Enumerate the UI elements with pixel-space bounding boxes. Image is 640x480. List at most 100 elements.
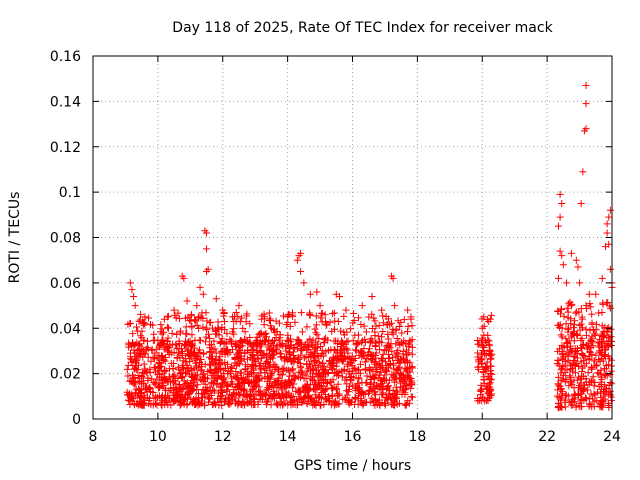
data-point	[218, 348, 226, 356]
data-point	[554, 386, 562, 394]
data-point	[392, 369, 400, 377]
data-point	[383, 346, 391, 354]
data-point	[487, 386, 495, 394]
data-point	[343, 328, 351, 336]
data-point	[296, 388, 304, 396]
data-point	[256, 343, 264, 351]
data-point	[300, 354, 308, 362]
data-point	[222, 395, 230, 403]
grid-lines	[93, 56, 612, 419]
data-point	[368, 310, 376, 318]
data-point	[557, 305, 565, 313]
data-point	[302, 375, 310, 383]
data-point	[187, 311, 195, 319]
data-point	[141, 313, 149, 321]
data-point	[336, 292, 344, 300]
data-point	[125, 343, 133, 351]
data-point	[261, 390, 269, 398]
data-point	[314, 340, 322, 348]
data-point	[598, 398, 606, 406]
data-point	[163, 392, 171, 400]
data-point	[384, 330, 392, 338]
data-point	[343, 380, 351, 388]
data-point	[236, 391, 244, 399]
data-point	[235, 382, 243, 390]
data-point	[156, 370, 164, 378]
data-point	[184, 313, 192, 321]
data-point	[202, 338, 210, 346]
data-point	[135, 317, 143, 325]
data-point	[243, 312, 251, 320]
data-point	[241, 393, 249, 401]
data-point	[208, 324, 216, 332]
data-point	[474, 349, 482, 357]
data-point	[141, 320, 149, 328]
data-point	[565, 324, 573, 332]
data-point	[227, 338, 235, 346]
data-point	[568, 397, 576, 405]
data-point	[384, 335, 392, 343]
data-point	[191, 316, 199, 324]
data-point	[282, 388, 290, 396]
data-point	[297, 268, 305, 276]
data-point	[316, 393, 324, 401]
data-point	[561, 396, 569, 404]
data-point	[362, 328, 370, 336]
data-point	[230, 389, 238, 397]
data-point	[284, 356, 292, 364]
data-point	[314, 363, 322, 371]
data-point	[199, 370, 207, 378]
data-point	[375, 398, 383, 406]
data-point	[290, 371, 298, 379]
data-point	[207, 341, 215, 349]
data-point	[316, 302, 324, 310]
data-point	[201, 386, 209, 394]
data-point	[255, 387, 263, 395]
data-point	[160, 382, 168, 390]
data-point	[352, 369, 360, 377]
data-point	[180, 357, 188, 365]
data-point	[197, 363, 205, 371]
data-point	[149, 401, 157, 409]
data-point	[196, 283, 204, 291]
data-point	[207, 348, 215, 356]
data-point	[268, 382, 276, 390]
data-point	[188, 385, 196, 393]
data-point	[474, 397, 482, 405]
data-point	[274, 365, 282, 373]
data-point	[359, 337, 367, 345]
data-point	[476, 386, 484, 394]
data-point	[580, 357, 588, 365]
data-point	[241, 349, 249, 357]
data-point	[193, 355, 201, 363]
data-point	[308, 396, 316, 404]
data-point	[276, 341, 284, 349]
data-point	[393, 400, 401, 408]
data-point	[137, 390, 145, 398]
data-point	[554, 222, 562, 230]
data-point	[379, 319, 387, 327]
data-point	[261, 330, 269, 338]
data-point	[371, 391, 379, 399]
x-tick-label: 16	[344, 429, 362, 445]
data-point	[399, 387, 407, 395]
data-point	[182, 341, 190, 349]
data-point	[286, 394, 294, 402]
data-point	[402, 346, 410, 354]
data-point	[487, 354, 495, 362]
data-point	[313, 288, 321, 296]
data-point	[372, 339, 380, 347]
data-point	[337, 327, 345, 335]
data-point	[556, 247, 564, 255]
data-point	[384, 315, 392, 323]
x-tick-label: 12	[214, 429, 232, 445]
data-point	[146, 383, 154, 391]
data-point	[374, 332, 382, 340]
data-point	[203, 245, 211, 253]
data-point	[381, 358, 389, 366]
data-point	[588, 363, 596, 371]
data-point	[332, 368, 340, 376]
data-point	[133, 351, 141, 359]
data-point	[267, 324, 275, 332]
data-point	[365, 389, 373, 397]
